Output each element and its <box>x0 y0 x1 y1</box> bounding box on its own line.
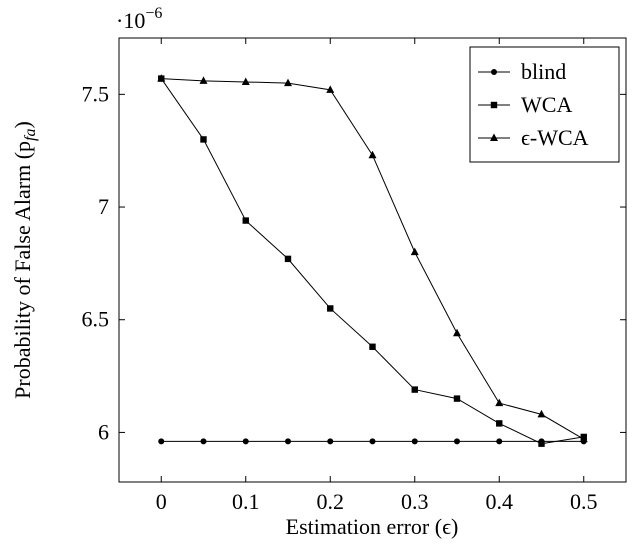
data-point-square <box>200 136 207 143</box>
x-tick-label: 0.2 <box>317 489 345 514</box>
y-tick-label: 7 <box>98 194 109 219</box>
data-point-triangle <box>537 409 546 418</box>
data-point-circle <box>491 69 497 75</box>
data-point-triangle <box>284 78 292 87</box>
data-point-circle <box>454 438 460 445</box>
x-axis-ticks: 0 0.1 0.2 0.3 0.4 0.5 <box>156 38 598 514</box>
legend: blind WCA ϵ-WCA <box>469 46 620 163</box>
data-point-square <box>538 440 545 447</box>
data-point-triangle <box>368 150 377 159</box>
legend-entry: WCA <box>478 92 572 117</box>
data-point-square <box>453 395 461 402</box>
series-layer <box>157 74 588 447</box>
x-tick-label: 0.3 <box>401 489 429 514</box>
data-point-triangle <box>199 76 208 84</box>
data-point-square <box>327 305 334 312</box>
y-axis-multiplier: ·10−6 <box>116 5 162 33</box>
data-point-circle <box>496 438 503 445</box>
y-tick-label: 7.5 <box>82 81 110 106</box>
data-point-triangle <box>453 328 461 337</box>
data-point-circle <box>369 438 376 445</box>
data-point-square <box>242 217 249 224</box>
legend-label: WCA <box>521 92 572 117</box>
data-point-circle <box>411 438 418 445</box>
y-tick-label: 6 <box>98 419 109 444</box>
legend-entry: ϵ-WCA <box>478 125 589 150</box>
legend-entry: blind <box>478 59 566 84</box>
data-point-circle <box>327 438 334 445</box>
data-point-triangle <box>157 74 166 82</box>
data-point-triangle <box>241 77 250 85</box>
data-point-triangle <box>490 133 498 141</box>
data-point-triangle <box>579 434 588 443</box>
data-point-square <box>490 101 498 109</box>
data-point-square <box>369 343 376 350</box>
y-tick-label: 6.5 <box>82 307 110 332</box>
data-point-square <box>496 420 503 427</box>
y-axis-ticks: 6 6.5 7 7.5 <box>82 81 626 444</box>
legend-label: ϵ-WCA <box>521 125 589 150</box>
data-point-circle <box>158 438 165 445</box>
series-circle <box>158 438 587 445</box>
data-point-circle <box>242 438 249 445</box>
data-point-square <box>284 255 292 263</box>
legend-label: blind <box>521 59 566 84</box>
data-point-circle <box>200 438 207 445</box>
x-axis-label: Estimation error (ϵ) <box>286 514 459 539</box>
data-point-triangle <box>326 85 335 93</box>
x-tick-label: 0.1 <box>232 489 260 514</box>
data-point-triangle <box>410 247 419 256</box>
x-tick-label: 0.4 <box>486 489 514 514</box>
data-point-circle <box>285 438 291 445</box>
series-triangle <box>157 74 588 443</box>
data-point-square <box>411 386 418 393</box>
x-tick-label: 0.5 <box>570 489 598 514</box>
plot-frame <box>118 37 627 483</box>
data-point-triangle <box>495 398 504 407</box>
y-axis-label: Probability of False Alarm (pfa) <box>10 121 39 399</box>
x-tick-label: 0 <box>156 489 167 514</box>
